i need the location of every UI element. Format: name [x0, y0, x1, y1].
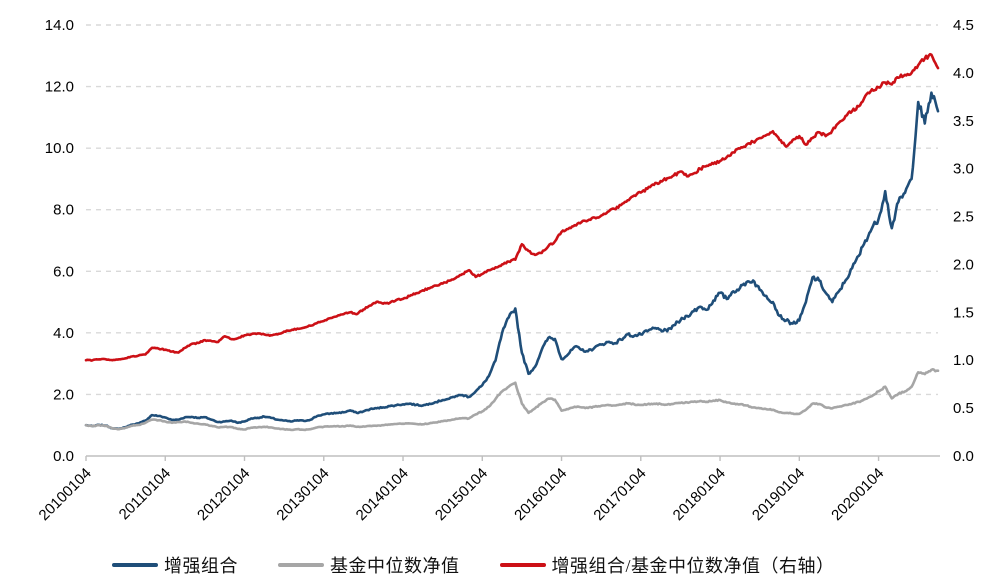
legend-label-fund-median-nav: 基金中位数净值 [330, 556, 460, 576]
svg-text:20170104: 20170104 [590, 465, 649, 524]
chart-legend: 增强组合 基金中位数净值 增强组合/基金中位数净值（右轴） [112, 552, 835, 578]
series-line-2 [84, 52, 940, 362]
legend-label-ratio-right-axis: 增强组合/基金中位数净值（右轴） [551, 556, 835, 576]
legend-item-fund-median-nav: 基金中位数净值 [278, 552, 460, 578]
svg-text:20150104: 20150104 [432, 465, 491, 524]
svg-text:1.0: 1.0 [953, 352, 974, 369]
svg-text:12.0: 12.0 [45, 79, 74, 96]
svg-text:2.0: 2.0 [53, 386, 74, 403]
svg-text:0.5: 0.5 [953, 400, 974, 417]
svg-text:20110104: 20110104 [116, 465, 174, 523]
svg-text:2.5: 2.5 [953, 209, 974, 226]
series-line-0 [84, 91, 940, 431]
legend-label-enhanced-portfolio: 增强组合 [164, 556, 238, 576]
svg-text:20200104: 20200104 [828, 465, 887, 524]
legend-item-enhanced-portfolio: 增强组合 [112, 552, 238, 578]
svg-text:2.0: 2.0 [953, 256, 974, 273]
svg-text:3.5: 3.5 [953, 113, 974, 130]
svg-text:20190104: 20190104 [749, 465, 808, 524]
svg-text:20100104: 20100104 [36, 465, 95, 524]
svg-text:20140104: 20140104 [353, 465, 412, 524]
svg-text:3.0: 3.0 [953, 161, 974, 178]
legend-line-swatch-blue [112, 563, 158, 567]
legend-line-swatch-red [499, 563, 546, 567]
svg-text:20180104: 20180104 [670, 465, 729, 524]
svg-text:0.0: 0.0 [53, 448, 74, 465]
svg-text:20160104: 20160104 [511, 465, 570, 524]
svg-text:20130104: 20130104 [273, 465, 332, 524]
legend-item-ratio-right-axis: 增强组合/基金中位数净值（右轴） [499, 552, 835, 578]
svg-text:6.0: 6.0 [53, 263, 74, 280]
svg-text:10.0: 10.0 [45, 140, 74, 157]
svg-text:0.0: 0.0 [953, 448, 974, 465]
svg-text:14.0: 14.0 [45, 17, 74, 34]
svg-text:4.0: 4.0 [53, 325, 74, 342]
legend-line-swatch-gray [278, 563, 324, 567]
svg-text:1.5: 1.5 [953, 304, 974, 321]
svg-text:4.5: 4.5 [953, 17, 974, 34]
svg-text:4.0: 4.0 [953, 65, 974, 82]
svg-text:8.0: 8.0 [53, 202, 74, 219]
series-line-1 [84, 367, 940, 432]
svg-text:20120104: 20120104 [194, 465, 253, 524]
